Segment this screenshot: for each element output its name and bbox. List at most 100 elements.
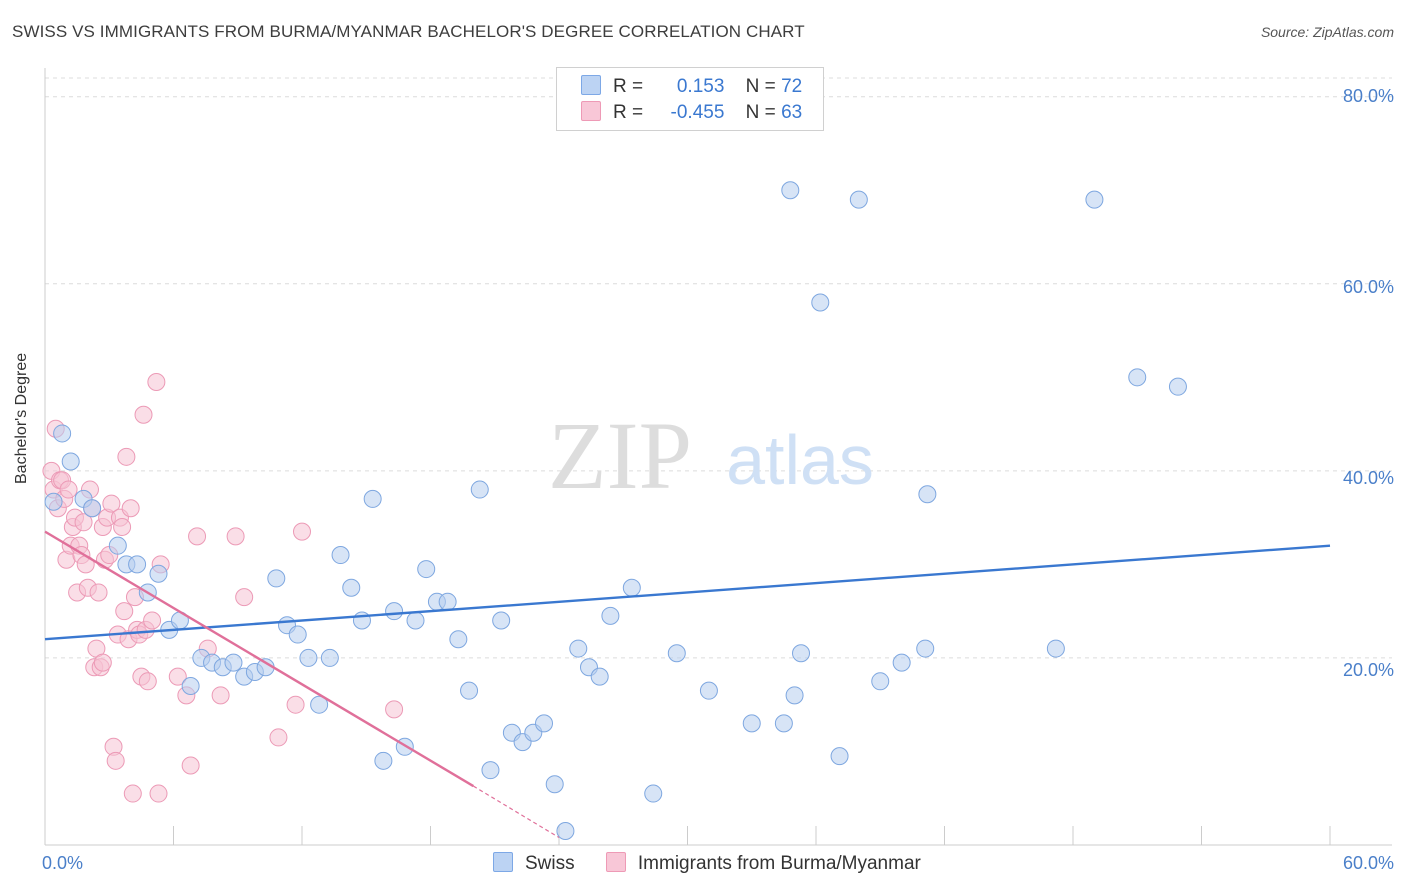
swiss-swatch [581, 75, 601, 95]
chart-title: SWISS VS IMMIGRANTS FROM BURMA/MYANMAR B… [12, 22, 805, 41]
swiss-point [535, 714, 554, 733]
burma-point [286, 695, 305, 714]
r-label: R = [613, 76, 644, 97]
swiss-point [601, 606, 620, 625]
axes [44, 68, 1392, 846]
swiss-point [149, 564, 168, 583]
burma-point [89, 583, 108, 602]
n-label: N = [745, 76, 776, 97]
burma-point [211, 686, 230, 705]
y-tick-40: 40.0% [1342, 468, 1394, 488]
swiss-points [44, 181, 1187, 840]
burma-point [181, 756, 200, 775]
trend-lines [44, 530, 1331, 839]
swiss-point [417, 560, 436, 579]
stats-row-burma: R = -0.455 N = 63 [581, 101, 802, 125]
burma-point [134, 405, 153, 424]
swiss-point [699, 681, 718, 700]
burma-point [113, 517, 132, 536]
swiss-point [918, 485, 937, 504]
burma-point [117, 447, 136, 466]
r-value-burma: -0.455 [670, 102, 725, 123]
burma-point [149, 784, 168, 803]
swiss-point [849, 190, 868, 209]
legend-swatch-swiss [493, 852, 513, 872]
legend-item-burma[interactable]: Immigrants from Burma/Myanmar [605, 852, 921, 875]
swiss-point [556, 821, 575, 840]
burma-point [269, 728, 288, 747]
burma-point [115, 602, 134, 621]
swiss-point [492, 611, 511, 630]
swiss-point [811, 293, 830, 312]
swiss-point [916, 639, 935, 658]
stats-row-swiss: R = 0.153 N = 72 [581, 75, 802, 99]
stats-box: R = 0.153 N = 72 R = -0.455 N = 63 [556, 67, 824, 131]
swiss-point [83, 499, 102, 518]
legend: Swiss Immigrants from Burma/Myanmar [493, 852, 947, 875]
burma-point [147, 372, 166, 391]
legend-item-swiss[interactable]: Swiss [493, 852, 575, 875]
swiss-point [1085, 190, 1104, 209]
r-label: R = [613, 102, 644, 123]
burma-point [102, 494, 121, 513]
swiss-point [331, 546, 350, 565]
burma-trend-line [44, 530, 474, 788]
swiss-point [644, 784, 663, 803]
legend-label-burma: Immigrants from Burma/Myanmar [637, 853, 921, 874]
burma-point [143, 611, 162, 630]
source-credit: Source: ZipAtlas.com [1260, 24, 1394, 40]
burma-point [123, 784, 142, 803]
legend-swatch-burma [605, 852, 626, 872]
burma-point [121, 499, 140, 518]
burma-point [226, 527, 245, 546]
swiss-point [590, 667, 609, 686]
swiss-point [449, 630, 468, 649]
n-value-swiss: 72 [781, 76, 803, 97]
burma-point [74, 513, 93, 532]
swiss-point [470, 480, 489, 499]
burma-point [293, 522, 311, 541]
burma-point [188, 527, 207, 546]
burma-point [93, 653, 112, 672]
swiss-point [320, 648, 339, 667]
y-axis-label: Bachelor's Degree [13, 352, 30, 484]
swiss-point [44, 492, 63, 511]
swiss-point [460, 681, 479, 700]
swiss-point [342, 578, 361, 597]
swiss-point [61, 452, 80, 471]
burma-point [168, 667, 187, 686]
swiss-point [310, 695, 329, 714]
x-tick-min: 0.0% [42, 853, 84, 873]
swiss-point [374, 751, 393, 770]
burma-point [59, 480, 78, 499]
x-tick-max: 60.0% [1342, 853, 1394, 873]
swiss-point [128, 555, 147, 574]
swiss-point [792, 644, 811, 663]
swiss-point [288, 625, 307, 644]
swiss-point [299, 648, 318, 667]
n-value-burma: 63 [781, 102, 803, 123]
swiss-point [781, 181, 800, 200]
n-label: N = [745, 102, 776, 123]
r-value-swiss: 0.153 [676, 76, 725, 97]
swiss-point [267, 569, 286, 588]
swiss-point [830, 747, 849, 766]
swiss-trend-line [44, 544, 1331, 641]
y-tick-80: 80.0% [1342, 86, 1394, 106]
y-tick-20: 20.0% [1342, 660, 1394, 680]
burma-trend-extension [473, 785, 560, 839]
swiss-point [224, 653, 243, 672]
swiss-point [108, 536, 127, 555]
swiss-point [363, 489, 382, 508]
swiss-point [385, 602, 404, 621]
swiss-point [1046, 639, 1065, 658]
swiss-point [892, 653, 911, 672]
burma-swatch [581, 101, 601, 121]
gridlines [45, 77, 1392, 659]
burma-point [235, 588, 254, 607]
swiss-point [569, 639, 588, 658]
watermark-atlas: atlas [726, 421, 874, 499]
swiss-point [871, 672, 890, 691]
swiss-point [774, 714, 793, 733]
